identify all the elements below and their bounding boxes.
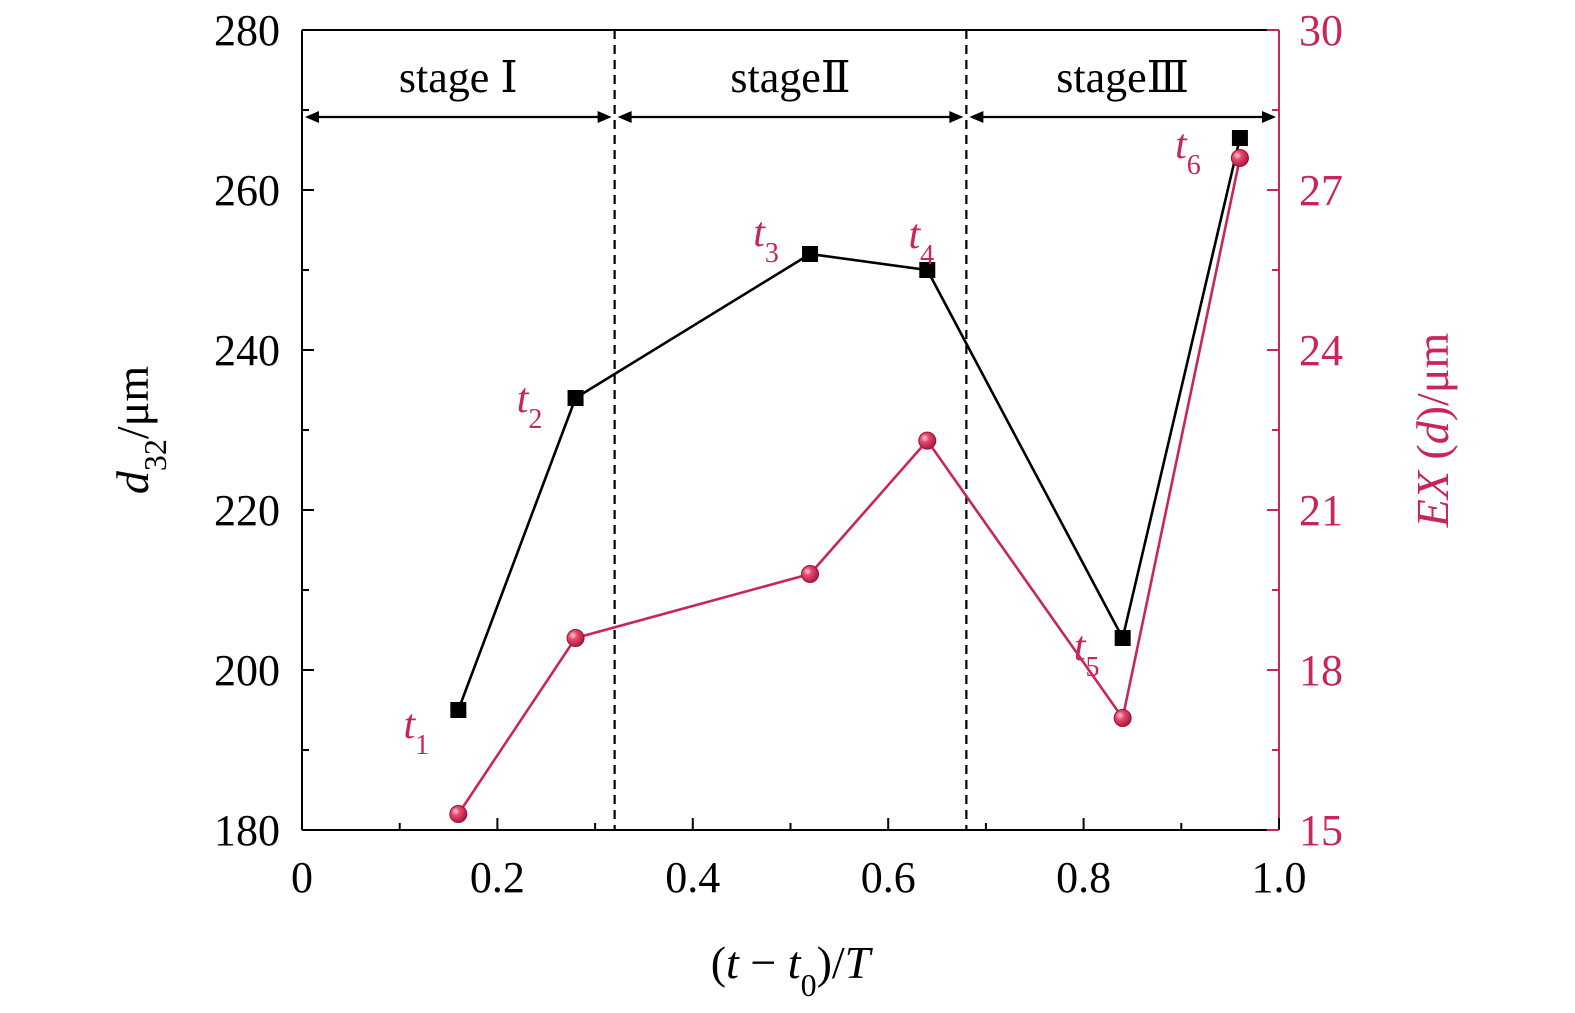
label-part: d [1407,420,1458,444]
point-label-t3: t3 [753,210,779,269]
stage-arrow-head-left [617,111,632,123]
x-axis-label: (t − t0)/T [711,937,874,1003]
point-label-sub: 2 [528,404,542,435]
label-part: t [726,937,740,988]
point-label-base: t [908,212,921,258]
y-left-axis-label: d32/μm [107,366,173,494]
series-1-point-3 [802,246,819,262]
label-part: d [107,470,158,494]
point-label-t2: t2 [517,376,543,435]
data-series [449,130,1249,823]
y-right-tick-label: 18 [1299,646,1343,695]
y-left-tick-label: 200 [214,646,280,695]
point-label-sub: 3 [765,238,779,269]
y-left-tick-label: 260 [214,166,280,215]
point-label-base: t [403,702,416,748]
x-tick-label: 1.0 [1252,853,1307,902]
y-right-tick-label: 24 [1299,326,1343,375]
label-part: − [739,937,788,988]
x-tick-label: 0.4 [665,853,720,902]
stage-arrow-head-left [305,111,319,123]
series-1-point-1 [450,702,467,718]
label-part: T [845,937,874,988]
stage-span-arrows [305,111,1276,123]
y-right-axis-label: EX (d)/μm [1407,332,1458,528]
stage-label: stageⅢ [1056,53,1189,102]
label-part: t [788,937,802,988]
series-2-point-3 [801,565,820,583]
point-label-t6: t6 [1175,122,1201,181]
stage-label: stageⅡ [730,53,850,102]
stage-arrow-head-right [1262,111,1276,123]
point-label-sub: 5 [1086,652,1100,683]
label-part: )/ [817,937,845,988]
series-1-point-6 [1231,130,1248,146]
label-part: 0 [801,967,817,1003]
y-right-tick-label: 30 [1299,6,1343,55]
point-label-t1: t1 [403,702,429,761]
stage-divider-lines [613,30,968,830]
y-right-tick-label: 15 [1299,806,1343,855]
y-right-tick-label: 21 [1299,486,1343,535]
label-part: ( [711,937,726,988]
series-1-point-4 [919,262,936,278]
series-2-point-1 [449,805,468,823]
axes [301,29,1280,831]
stage-label: stage Ⅰ [399,53,518,102]
point-label-t4: t4 [908,212,934,271]
series-1-point-2 [567,390,584,406]
point-label-base: t [517,376,530,422]
series-1-point-5 [1114,630,1131,646]
x-tick-label: 0.2 [470,853,525,902]
point-label-base: t [1175,122,1188,168]
y-left-tick-label: 220 [214,486,280,535]
tick-labels: 0 0.2 0.4 0.6 0.8 1.0180200220240260280151821… [214,6,1343,902]
point-label-base: t [1074,624,1087,670]
point-label-sub: 6 [1187,150,1201,181]
series-2-point-2 [566,629,585,647]
stage-labels: stage Ⅰ stageⅡ stageⅢ [399,53,1189,102]
y-right-tick-label: 27 [1299,166,1343,215]
series-2-point-5 [1113,709,1132,727]
series-line-2 [457,157,1242,815]
label-part: ( [1407,444,1458,471]
y-left-tick-label: 280 [214,6,280,55]
label-part: /μm [107,366,158,439]
x-tick-label: 0.8 [1056,853,1111,902]
stage-arrow-head-right [597,111,612,123]
series-2-point-4 [918,431,937,450]
point-label-t5: t5 [1074,624,1100,683]
label-part: EX [1407,469,1458,528]
point-label-sub: 4 [920,240,934,271]
point-label-sub: 1 [415,730,429,761]
series-line-1 [457,137,1242,711]
point-label-base: t [753,210,766,256]
stage-arrow-head-left [969,111,984,123]
label-part: )/μm [1407,332,1458,421]
label-part: 32 [137,439,173,471]
x-tick-label: 0.6 [861,853,916,902]
y-left-tick-label: 240 [214,326,280,375]
stage-arrow-head-right [949,111,964,123]
x-tick-label: 0 [291,853,313,902]
y-left-tick-label: 180 [214,806,280,855]
series-2-point-6 [1230,149,1249,167]
